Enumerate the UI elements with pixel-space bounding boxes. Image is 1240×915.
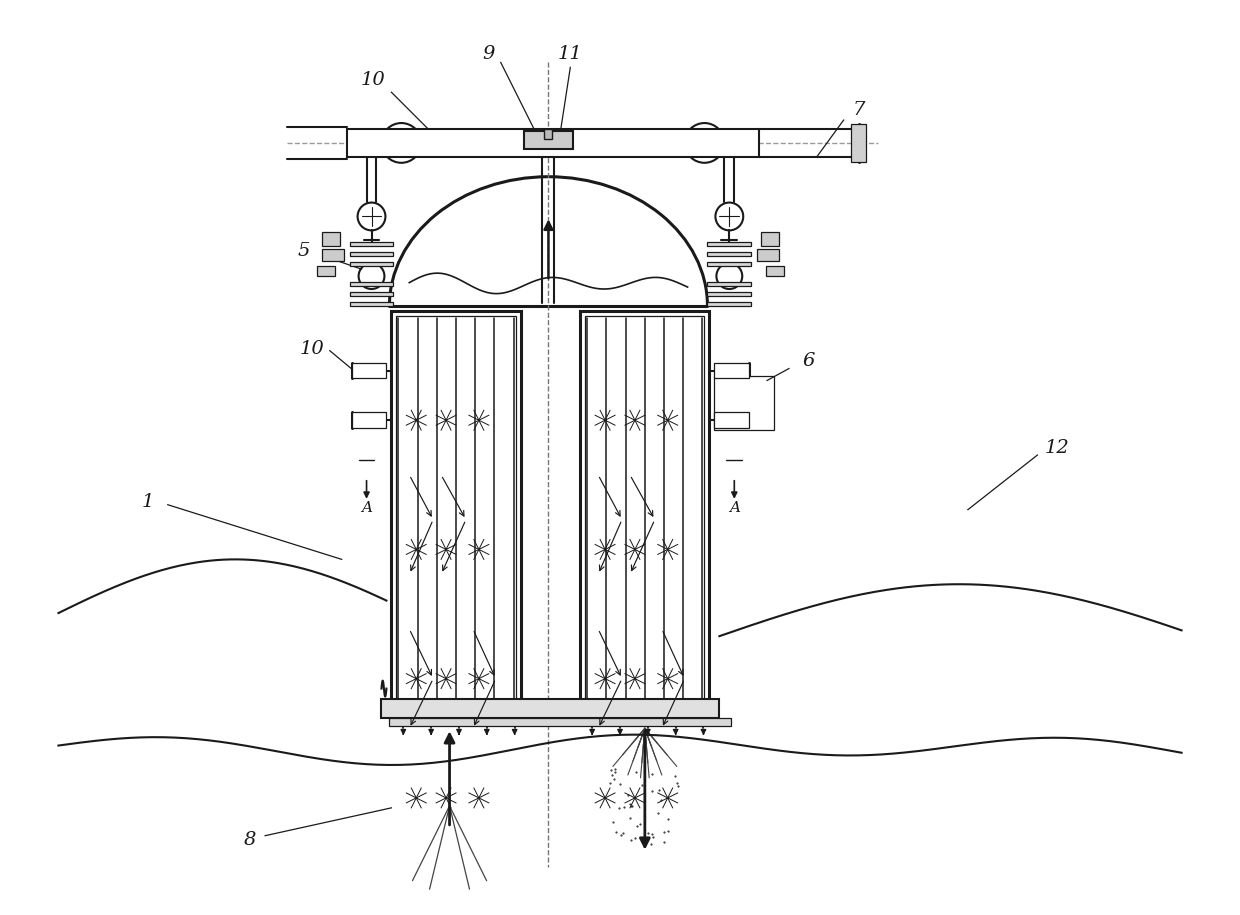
Bar xyxy=(523,131,573,149)
Bar xyxy=(708,242,751,246)
Bar xyxy=(347,129,759,156)
Bar xyxy=(350,292,393,296)
Text: A: A xyxy=(361,501,372,515)
Bar xyxy=(317,266,335,276)
Bar xyxy=(322,232,340,246)
Text: 6: 6 xyxy=(802,351,815,370)
Text: 10: 10 xyxy=(300,339,324,358)
Bar xyxy=(708,302,751,306)
Text: 11: 11 xyxy=(558,46,583,63)
Bar xyxy=(350,242,393,246)
Bar xyxy=(352,362,387,379)
Bar xyxy=(708,292,751,296)
Text: A: A xyxy=(729,501,740,515)
Bar xyxy=(350,302,393,306)
Bar xyxy=(580,311,709,718)
Bar xyxy=(392,311,521,718)
Bar xyxy=(352,413,387,428)
Bar xyxy=(714,413,749,428)
Bar xyxy=(714,375,774,430)
Bar xyxy=(350,263,393,266)
Bar xyxy=(851,124,866,162)
Bar xyxy=(708,263,751,266)
Bar xyxy=(708,282,751,286)
Text: 12: 12 xyxy=(1045,439,1070,458)
Text: 8: 8 xyxy=(244,831,257,849)
Bar xyxy=(350,282,393,286)
Text: 5: 5 xyxy=(298,242,310,260)
Bar xyxy=(761,232,779,246)
Text: 9: 9 xyxy=(482,46,495,63)
Bar xyxy=(714,362,749,379)
Bar xyxy=(585,316,704,714)
Text: 10: 10 xyxy=(361,71,386,90)
Bar xyxy=(766,266,784,276)
Text: 7: 7 xyxy=(852,102,864,119)
Bar xyxy=(389,718,732,727)
Bar xyxy=(758,249,779,261)
Bar xyxy=(382,698,719,718)
Bar xyxy=(544,129,552,139)
Bar xyxy=(350,253,393,256)
Bar xyxy=(397,316,516,714)
Bar xyxy=(322,249,343,261)
Bar xyxy=(708,253,751,256)
Text: 1: 1 xyxy=(141,493,154,511)
